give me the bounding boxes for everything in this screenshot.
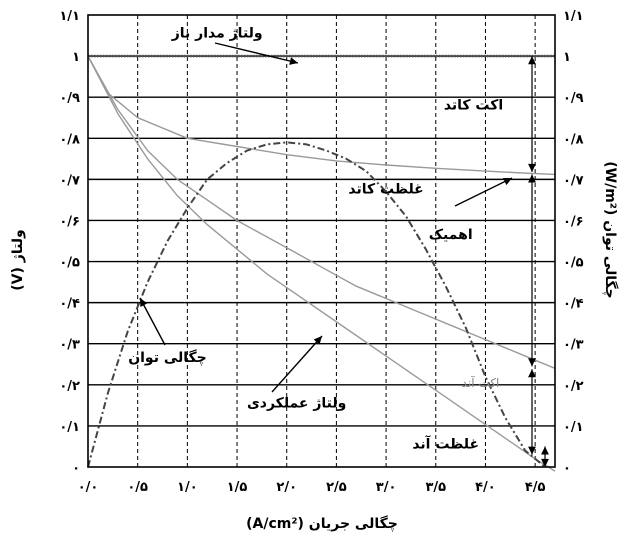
annotation-arrows: [139, 42, 549, 467]
arrow-head: [541, 458, 549, 467]
y-tick-label-left: ۰/۱: [59, 420, 80, 435]
y-axis-title-right: چگالی توان (W/m²): [602, 161, 619, 299]
grid: [88, 15, 555, 467]
x-tick-label: ۳/۰: [376, 480, 397, 495]
arrow-head: [503, 178, 512, 186]
y-tick-label-right: ۰/۳: [563, 338, 584, 353]
annotation-label: اکت کاتد: [444, 98, 503, 114]
x-tick-label: ۰/۰: [78, 480, 99, 495]
y-axis-title-left: ولتاژ (V): [10, 229, 26, 291]
tick-labels: ۰/۰ ۰/۵ ۱/۰ ۱/۵ ۲/۰ ۲/۵ ۳/۰ ۳/۵ ۴/۰ ۴/۵ ۰ ۰ ۰/۱ ۰/۱ ۰/…: [59, 9, 583, 495]
series-line-1: [87, 55, 556, 472]
arrow-head: [528, 369, 536, 378]
annotation-label: غلظت کاتد: [348, 182, 423, 198]
y-tick-label-left: ۱/۱: [59, 9, 80, 24]
x-tick-label: ۰/۵: [127, 480, 148, 495]
y-tick-label-left: ۰/۸: [59, 132, 80, 147]
arrow-head: [140, 298, 148, 307]
y-tick-label-right: ۰/۵: [563, 256, 584, 271]
y-tick-label-left: ۰/۶: [59, 214, 80, 229]
x-tick-label: ۲/۵: [326, 480, 347, 495]
x-tick-label: ۲/۰: [276, 480, 297, 495]
pointer-line: [139, 297, 166, 346]
y-tick-label-left: ۰/۷: [59, 173, 80, 188]
y-tick-label-left: ۱: [72, 50, 80, 65]
y-tick-label-left: ۰/۳: [59, 338, 80, 353]
annotation-label: اکت آند: [462, 375, 500, 390]
y-tick-label-left: ۰/۲: [59, 379, 80, 394]
x-axis-title: چگالی جریان (A/cm²): [246, 515, 398, 532]
y-tick-label-right: ۱: [563, 50, 571, 65]
y-tick-label-left: ۰/۴: [59, 297, 80, 312]
y-tick-label-right: ۱/۱: [563, 9, 584, 24]
x-tick-label: ۱/۰: [177, 480, 198, 495]
annotation-label: چگالی توان: [128, 349, 207, 366]
annotation-label: اهمیک: [429, 227, 473, 243]
y-tick-label-right: ۰/۸: [563, 132, 584, 147]
annotation-label: غلظت آند: [412, 435, 479, 453]
plot-frame: [87, 14, 556, 468]
y-tick-label-right: ۰/۴: [563, 297, 584, 312]
x-tick-label: ۳/۵: [425, 480, 446, 495]
y-tick-label-left: ۰: [72, 461, 80, 476]
pointer-line: [454, 177, 513, 207]
arrow-head: [289, 57, 298, 65]
arrow-head: [528, 358, 536, 367]
y-tick-label-left: ۰/۵: [59, 256, 80, 271]
series-line-2: [87, 55, 556, 370]
y-tick-label-right: ۰/۱: [563, 420, 584, 435]
x-tick-label: ۱/۵: [227, 480, 248, 495]
annotation-label: ولتاژ عملکردی: [247, 395, 346, 411]
pointer-line: [271, 335, 323, 393]
pointer-line: [214, 42, 299, 64]
y-tick-label-left: ۰/۹: [59, 91, 80, 106]
arrow-head: [313, 336, 322, 345]
x-tick-label: ۴/۰: [475, 480, 496, 495]
x-tick-label: ۴/۵: [525, 480, 546, 495]
arrow-head: [528, 174, 536, 183]
plot-border: [87, 14, 556, 468]
annotation-labels: ولتاژ مدار باز اکت کاتد غلظت کاتد اهمیک چگال…: [128, 26, 503, 453]
arrow-head: [541, 446, 549, 455]
y-tick-label-right: ۰/۶: [563, 214, 584, 229]
y-tick-label-right: ۰/۹: [563, 91, 584, 106]
annotation-label: ولتاژ مدار باز: [171, 26, 263, 42]
y-tick-label-right: ۰/۲: [563, 379, 584, 394]
arrow-head: [528, 446, 536, 455]
series-group: [87, 54, 556, 472]
arrow-head: [528, 56, 536, 65]
y-tick-label-right: ۰/۷: [563, 173, 584, 188]
y-tick-label-right: ۰: [563, 461, 571, 476]
series-line-3: [87, 55, 556, 176]
arrow-head: [528, 163, 536, 172]
